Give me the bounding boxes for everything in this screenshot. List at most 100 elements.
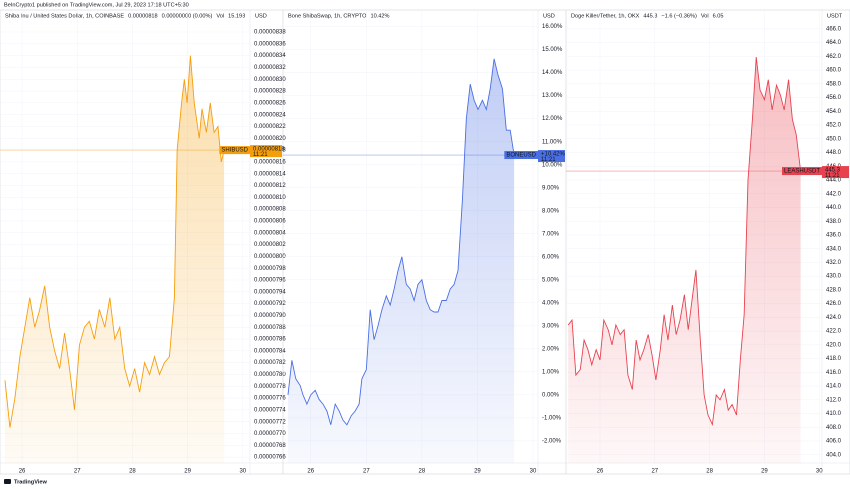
y-tick-label: 0.00000788 [254, 325, 286, 331]
y-tick-label: 0.00000822 [254, 124, 286, 130]
x-tick-label: 27 [74, 469, 81, 475]
price-line [287, 58, 515, 426]
x-tick-label: 30 [239, 469, 246, 475]
y-tick-label: 0.00000832 [254, 65, 286, 71]
x-tick-label: 29 [474, 469, 481, 475]
y-tick-label: 434.0 [826, 246, 842, 252]
axis-unit: USD [255, 13, 267, 19]
y-tick-label: 0.00000784 [254, 348, 286, 354]
y-tick-label: 412.0 [826, 397, 842, 403]
y-tick-label: 0.00000838 [254, 30, 286, 36]
x-tick-label: 29 [184, 469, 191, 475]
y-tick-label: 0.00000778 [254, 384, 286, 390]
published-note: BeInCrypto1 published on TradingView.com… [4, 2, 189, 8]
y-tick-label: 414.0 [826, 384, 842, 390]
y-tick-label: 0.00000806 [254, 219, 286, 225]
area-fill [568, 57, 801, 463]
y-tick-label: 406.0 [826, 439, 842, 445]
x-tick-label: 26 [19, 469, 26, 475]
y-tick-label: 418.0 [826, 356, 842, 362]
frame [0, 9, 850, 475]
header-volume: 6.05 [713, 13, 724, 19]
axis-unit: USD [543, 13, 555, 19]
axis-price-tag [250, 145, 282, 158]
price-line [567, 56, 802, 427]
header-title: Bone ShibaSwap, 1h, CRYPTO [288, 13, 367, 19]
y-tick-label: 436.0 [826, 233, 842, 239]
symbol-tag [781, 167, 822, 176]
y-tick-label: 458.0 [826, 81, 842, 87]
axis-time-label: 11:21 [253, 152, 268, 158]
y-tick-label: 438.0 [826, 219, 842, 225]
y-tick-label: 1.00% [542, 369, 560, 375]
y-tick-label: 404.0 [826, 452, 842, 458]
header-title: Shiba Inu / United States Dollar, 1h, CO… [5, 13, 124, 19]
y-tick-label: 0.00% [542, 392, 560, 398]
y-tick-label: 466.0 [826, 26, 842, 32]
y-tick-label: 12.00% [542, 116, 563, 122]
y-tick-label: 410.0 [826, 411, 842, 417]
y-tick-label: 0.00000814 [254, 171, 286, 177]
y-tick-label: 0.00000812 [254, 183, 286, 189]
header-volume-label: Vol [216, 13, 224, 19]
y-tick-label: 2.00% [542, 346, 560, 352]
y-tick-label: 6.00% [542, 254, 560, 260]
header-price: 0.00000818 [128, 13, 158, 19]
y-tick-label: 0.00000786 [254, 337, 286, 343]
y-tick-label: 0.00000766 [254, 455, 286, 461]
y-tick-label: 0.00000782 [254, 360, 286, 366]
y-tick-label: 0.00000770 [254, 431, 286, 437]
y-tick-label: 0.00000830 [254, 77, 286, 83]
y-tick-label: 452.0 [826, 123, 842, 129]
y-tick-label: 0.00000792 [254, 301, 286, 307]
y-tick-label: 0.00000800 [254, 254, 286, 260]
axis-time-label: 11:21 [541, 157, 556, 163]
y-tick-label: 11.00% [542, 139, 563, 145]
y-tick-label: 13.00% [542, 93, 563, 99]
symbol-tag [504, 151, 538, 160]
y-tick-label: 422.0 [826, 329, 842, 335]
y-tick-label: 448.0 [826, 150, 842, 156]
x-tick-label: 26 [307, 469, 314, 475]
y-tick-label: 428.0 [826, 287, 842, 293]
header-title: Doge Killer/Tether, 1h, OKX [571, 13, 640, 19]
y-tick-label: 3.00% [542, 323, 560, 329]
x-tick-label: 29 [761, 469, 768, 475]
x-tick-label: 27 [651, 469, 658, 475]
y-tick-label: 14.00% [542, 70, 563, 76]
y-tick-label: 442.0 [826, 191, 842, 197]
y-tick-label: 7.00% [542, 231, 560, 237]
x-tick-label: 28 [419, 469, 426, 475]
y-tick-label: 0.00000816 [254, 159, 286, 165]
x-tick-label: 27 [363, 469, 370, 475]
y-tick-label: 0.00000790 [254, 313, 286, 319]
y-tick-label: 0.00000796 [254, 278, 286, 284]
y-tick-label: -2.00% [542, 438, 562, 444]
y-tick-label: 0.00000774 [254, 407, 286, 413]
area-fill [4, 55, 225, 464]
x-tick-label: 30 [530, 469, 537, 475]
y-tick-label: 0.00000836 [254, 41, 286, 47]
x-tick-label: 30 [816, 469, 823, 475]
y-tick-label: 0.00000820 [254, 136, 286, 142]
y-tick-label: 0.00000810 [254, 195, 286, 201]
y-tick-label: 416.0 [826, 370, 842, 376]
y-tick-label: 10.00% [542, 162, 563, 168]
y-tick-label: 0.00000824 [254, 112, 286, 118]
y-tick-label: 16.00% [542, 24, 563, 30]
y-tick-label: 0.00000828 [254, 89, 286, 95]
y-tick-label: 420.0 [826, 342, 842, 348]
y-tick-label: 450.0 [826, 136, 842, 142]
x-tick-label: 28 [706, 469, 713, 475]
symbol-tag-label: LEASHUSDT [784, 169, 820, 175]
y-tick-label: 0.00000776 [254, 396, 286, 402]
y-tick-label: 5.00% [542, 277, 560, 283]
y-tick-label: 440.0 [826, 205, 842, 211]
y-tick-label: 0.00000768 [254, 443, 286, 449]
axis-time-label: 11:21 [825, 173, 840, 179]
y-tick-label: 0.00000772 [254, 419, 286, 425]
y-tick-label: 408.0 [826, 425, 842, 431]
price-line [4, 55, 225, 428]
y-tick-label: 9.00% [542, 185, 560, 191]
